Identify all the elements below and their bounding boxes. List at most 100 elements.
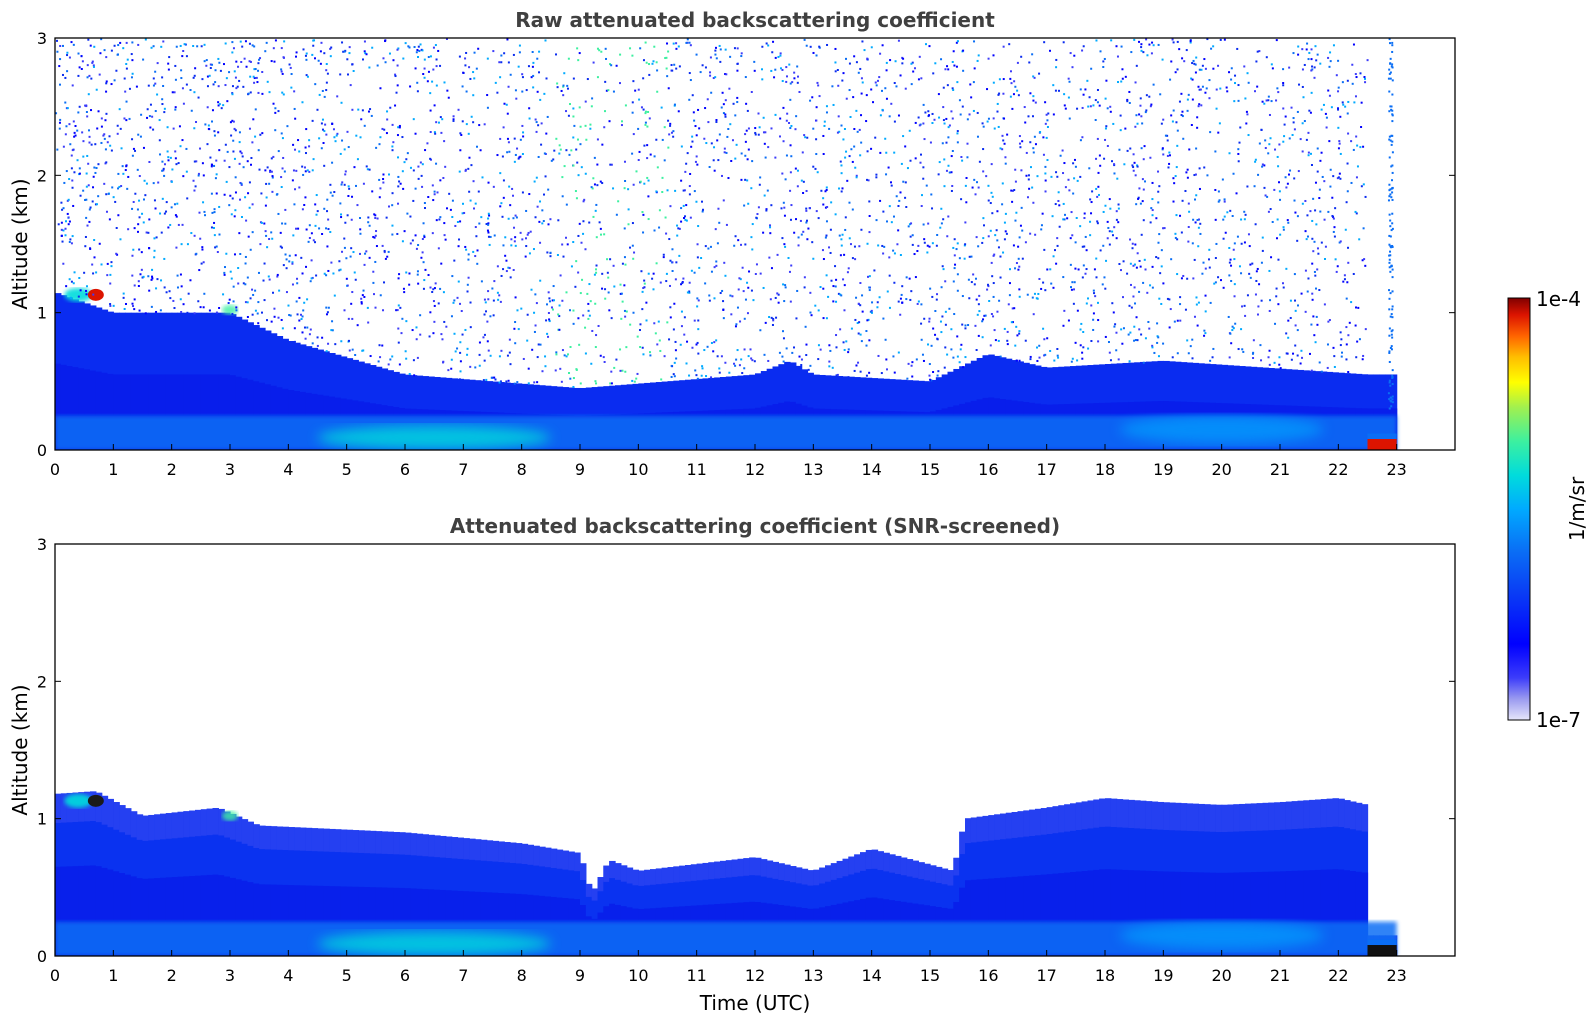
noise-speck bbox=[1142, 158, 1145, 161]
noise-speck bbox=[781, 237, 784, 240]
noise-speck bbox=[728, 371, 731, 374]
noise-speck bbox=[715, 57, 718, 60]
noise-speck bbox=[1297, 170, 1300, 173]
noise-speck bbox=[149, 126, 152, 129]
noise-speck bbox=[975, 236, 978, 239]
noise-speck bbox=[1355, 306, 1358, 309]
noise-speck bbox=[1132, 166, 1135, 169]
noise-speck bbox=[301, 315, 304, 318]
noise-speck bbox=[1337, 90, 1340, 93]
noise-speck bbox=[621, 262, 624, 265]
noise-speck bbox=[1063, 93, 1066, 96]
noise-speck bbox=[703, 137, 706, 140]
noise-speck bbox=[1196, 116, 1199, 119]
noise-speck bbox=[1178, 48, 1181, 51]
noise-speck bbox=[270, 157, 273, 160]
noise-speck bbox=[1213, 282, 1216, 285]
noise-speck bbox=[959, 348, 962, 351]
noise-speck bbox=[1196, 126, 1199, 129]
noise-speck bbox=[546, 115, 549, 118]
noise-speck bbox=[325, 69, 328, 72]
noise-speck bbox=[855, 364, 858, 367]
noise-speck bbox=[987, 285, 990, 288]
noise-speck bbox=[1023, 106, 1026, 109]
noise-speck bbox=[1140, 49, 1143, 52]
noise-speck bbox=[409, 166, 412, 169]
noise-speck bbox=[1096, 137, 1099, 140]
noise-speck bbox=[81, 131, 84, 134]
noise-speck bbox=[1182, 274, 1185, 277]
noise-speck bbox=[678, 65, 681, 68]
noise-speck bbox=[1237, 84, 1240, 87]
noise-speck bbox=[1082, 346, 1085, 349]
noise-speck bbox=[1359, 146, 1362, 149]
heatmap-fringe bbox=[142, 815, 149, 841]
noise-speck bbox=[433, 131, 436, 134]
noise-speck bbox=[522, 131, 525, 134]
noise-speck bbox=[365, 165, 368, 168]
noise-speck bbox=[642, 108, 645, 111]
noise-speck bbox=[1115, 210, 1118, 213]
noise-speck bbox=[822, 134, 825, 137]
noise-speck bbox=[554, 369, 557, 372]
noise-speck bbox=[1288, 66, 1291, 69]
end-high-values bbox=[1367, 439, 1397, 450]
noise-speck bbox=[211, 63, 214, 66]
noise-speck bbox=[956, 81, 959, 84]
noise-speck bbox=[238, 232, 241, 235]
noise-speck bbox=[477, 190, 480, 193]
noise-speck bbox=[1074, 165, 1077, 168]
noise-speck bbox=[234, 76, 237, 79]
noise-speck bbox=[1081, 245, 1084, 248]
noise-speck bbox=[1290, 358, 1293, 361]
noise-speck bbox=[824, 190, 827, 193]
noise-speck bbox=[1124, 127, 1127, 130]
heatmap-core bbox=[200, 374, 208, 450]
noise-speck bbox=[1126, 98, 1129, 101]
noise-speck bbox=[526, 339, 529, 342]
noise-speck bbox=[802, 191, 805, 194]
noise-speck bbox=[502, 126, 505, 129]
noise-speck bbox=[839, 293, 842, 296]
noise-speck bbox=[78, 66, 81, 69]
noise-speck bbox=[167, 159, 170, 162]
noise-speck bbox=[662, 253, 665, 256]
noise-speck bbox=[293, 203, 296, 206]
noise-speck bbox=[285, 267, 288, 270]
noise-speck bbox=[1053, 359, 1056, 362]
noise-speck bbox=[60, 234, 63, 237]
noise-speck bbox=[1175, 214, 1178, 217]
noise-speck bbox=[1355, 176, 1358, 179]
heatmap-core bbox=[183, 876, 190, 956]
noise-speck bbox=[825, 188, 828, 191]
noise-speck bbox=[1346, 162, 1349, 165]
noise-speck bbox=[595, 264, 598, 267]
noise-speck bbox=[147, 231, 150, 234]
noise-speck bbox=[92, 186, 95, 189]
noise-speck bbox=[1256, 267, 1259, 270]
noise-speck bbox=[432, 199, 435, 202]
noise-speck bbox=[1310, 164, 1313, 167]
noise-speck bbox=[812, 127, 815, 130]
noise-speck bbox=[525, 245, 528, 248]
noise-speck bbox=[311, 169, 314, 172]
noise-speck bbox=[1248, 272, 1251, 275]
noise-speck bbox=[1204, 294, 1207, 297]
noise-speck bbox=[86, 115, 89, 118]
noise-speck bbox=[249, 91, 252, 94]
noise-speck bbox=[465, 90, 468, 93]
noise-speck bbox=[637, 158, 640, 161]
noise-speck bbox=[1275, 39, 1278, 42]
noise-speck bbox=[1151, 214, 1154, 217]
noise-speck bbox=[744, 298, 747, 301]
noise-speck bbox=[805, 207, 808, 210]
noise-speck bbox=[770, 204, 773, 207]
noise-speck bbox=[1292, 352, 1295, 355]
noise-speck bbox=[1218, 199, 1221, 202]
noise-speck bbox=[123, 117, 126, 120]
noise-speck bbox=[217, 57, 220, 60]
noise-speck bbox=[992, 254, 995, 257]
noise-speck bbox=[1006, 339, 1009, 342]
noise-speck bbox=[160, 279, 163, 282]
noise-speck bbox=[559, 148, 562, 151]
